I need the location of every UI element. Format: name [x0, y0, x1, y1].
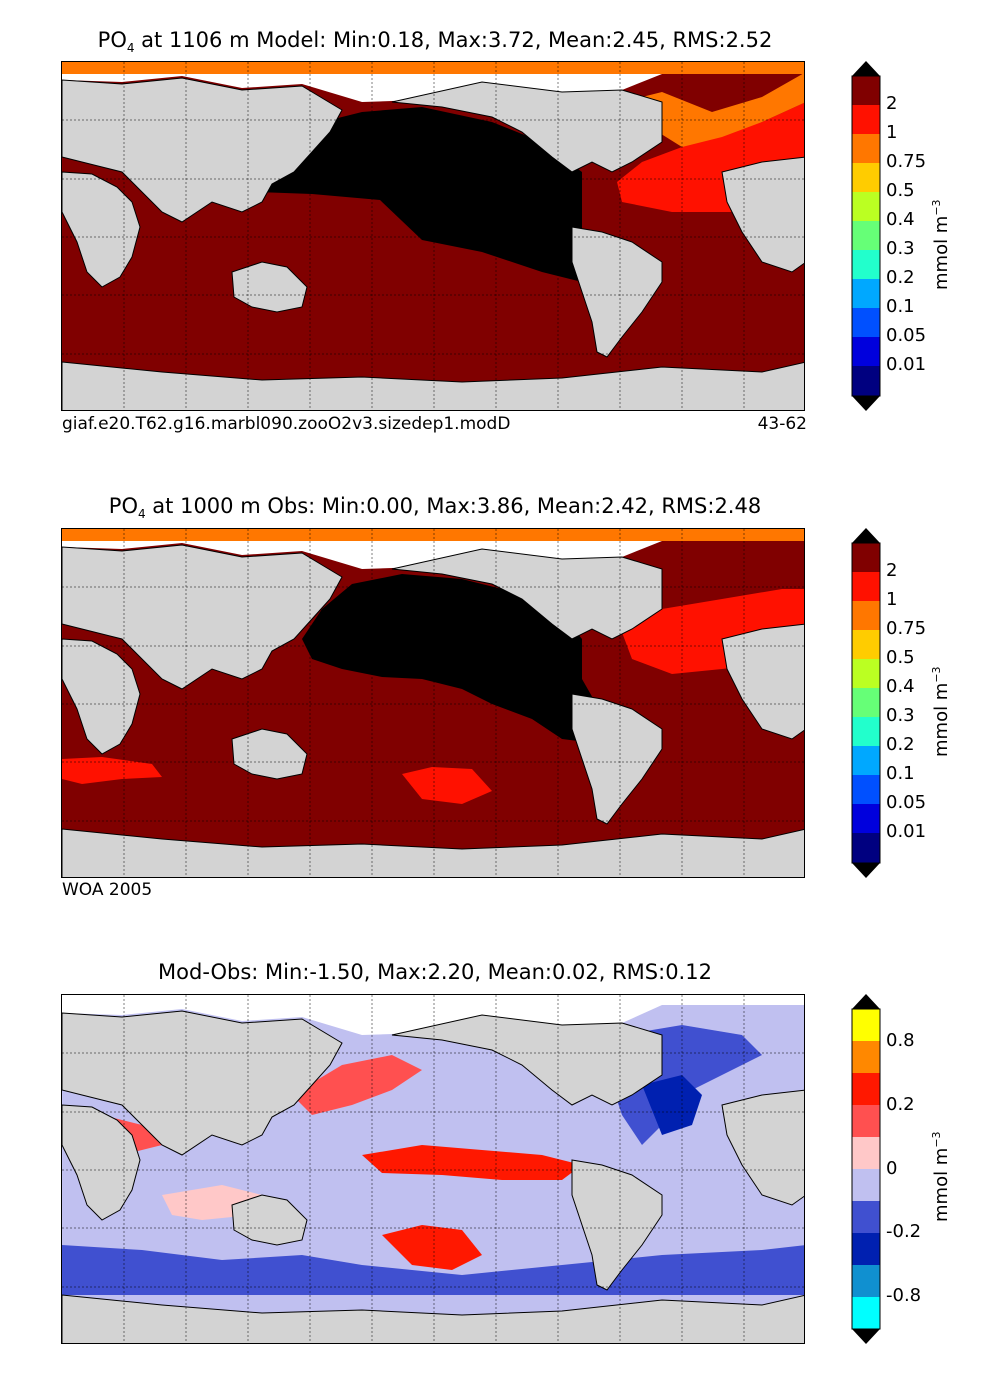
- colorbar-tick: 2: [886, 560, 898, 581]
- eurasia: [62, 1010, 343, 1156]
- diff-panel-title: Mod-Obs: Min:-1.50, Max:2.20, Mean:0.02,…: [158, 960, 712, 984]
- diff-map: [61, 994, 805, 1344]
- antarctica: [62, 361, 804, 410]
- colorbar-tick: 1: [886, 589, 898, 610]
- colorbar-unit: mmol m−3: [930, 666, 952, 757]
- antarctica: [62, 1294, 804, 1343]
- colorbar-tick: -0.2: [886, 1221, 922, 1242]
- colorbar-tick: 0.5: [886, 647, 915, 668]
- model-colorbar: [851, 61, 881, 411]
- colorbar-tick: 0.3: [886, 705, 915, 726]
- north-america: [391, 548, 663, 640]
- africa: [62, 171, 141, 288]
- eurasia: [62, 77, 343, 223]
- continents: [62, 544, 804, 877]
- colorbar-tick: 0.4: [886, 676, 915, 697]
- colorbar-tick: 0.01: [886, 821, 927, 842]
- colorbar-tick: 0.3: [886, 238, 915, 259]
- colorbar-tick: 0.5: [886, 180, 915, 201]
- colorbar-tick: 0.4: [886, 209, 915, 230]
- south-america: [571, 693, 663, 825]
- south-america: [571, 1159, 663, 1291]
- colorbar-tick: 1: [886, 122, 898, 143]
- colorbar-tick: 0.1: [886, 763, 915, 784]
- pacific-low-po4: [302, 574, 602, 744]
- europe-africa-east: [721, 156, 804, 273]
- pacific-low-po4: [257, 107, 602, 287]
- colorbar-tick: 0.2: [886, 734, 915, 755]
- antarctica: [62, 828, 804, 877]
- continents: [62, 1010, 804, 1343]
- graticule: [62, 995, 804, 1343]
- europe-africa-east: [721, 1089, 804, 1206]
- continents: [62, 77, 804, 410]
- colorbar-tick: 0.01: [886, 354, 927, 375]
- colorbar-tick: 0: [886, 1158, 898, 1179]
- australia: [231, 728, 308, 780]
- obs-source: WOA 2005: [62, 880, 153, 900]
- africa: [62, 1104, 141, 1221]
- eurasia: [62, 544, 343, 690]
- colorbar-unit: mmol m−3: [930, 1131, 952, 1222]
- colorbar-tick: 0.75: [886, 151, 927, 172]
- colorbar-unit: mmol m−3: [930, 199, 952, 290]
- colorbar-tick: 0.05: [886, 325, 927, 346]
- colorbar-tick: -0.8: [886, 1285, 922, 1306]
- africa: [62, 638, 141, 755]
- model-map: [61, 61, 805, 411]
- europe-africa-east: [721, 623, 804, 740]
- model-years: 43-62: [757, 414, 807, 434]
- north-america: [391, 1014, 663, 1106]
- colorbar-tick: 0.8: [886, 1030, 915, 1051]
- colorbar-tick: 0.2: [886, 1094, 915, 1115]
- diff-colorbar: [851, 994, 881, 1344]
- obs-panel-title: PO4 at 1000 m Obs: Min:0.00, Max:3.86, M…: [108, 494, 762, 522]
- australia: [231, 261, 308, 313]
- model-case-name: giaf.e20.T62.g16.marbl090.zooO2v3.sizede…: [62, 414, 511, 434]
- model-panel-title: PO4 at 1106 m Model: Min:0.18, Max:3.72,…: [97, 28, 773, 56]
- colorbar-tick: 0.05: [886, 792, 927, 813]
- graticule: [62, 62, 804, 410]
- colorbar-tick: 0.75: [886, 618, 927, 639]
- south-america: [571, 226, 663, 358]
- obs-colorbar: [851, 528, 881, 878]
- colorbar-tick: 0.1: [886, 296, 915, 317]
- colorbar-tick: 0.2: [886, 267, 915, 288]
- north-america: [391, 81, 663, 173]
- australia: [231, 1194, 308, 1246]
- graticule: [62, 529, 804, 877]
- obs-map: [61, 528, 805, 878]
- colorbar-tick: 2: [886, 93, 898, 114]
